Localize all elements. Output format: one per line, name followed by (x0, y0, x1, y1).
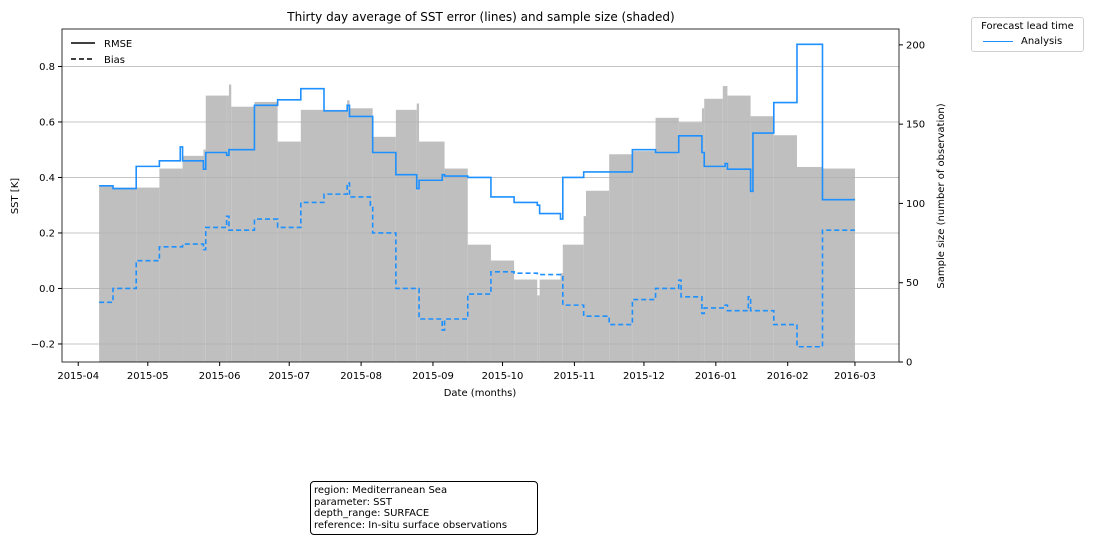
sample-size-bar (203, 149, 206, 362)
sample-size-bar (727, 95, 751, 362)
y-tick-label: 0.4 (39, 173, 55, 184)
sample-size-bar (444, 168, 468, 362)
sample-size-bar (822, 168, 855, 362)
sample-size-bar (99, 185, 114, 362)
info-depth-range: depth_range: SURFACE (314, 508, 430, 519)
sample-size-bar (701, 108, 705, 363)
y2-tick-label: 50 (906, 278, 919, 289)
y2-axis-label: Sample size (number of observation) (936, 103, 947, 288)
sample-size-bar (539, 279, 561, 362)
analysis-line-swatch (983, 40, 1013, 42)
sample-size-bar (347, 100, 350, 362)
legend-rmse-label: RMSE (104, 39, 132, 50)
x-tick-label: 2015-07 (268, 371, 310, 382)
x-tick-label: 2015-08 (340, 371, 382, 382)
y2-tick-label: 0 (906, 358, 912, 369)
x-tick-label: 2015-06 (199, 371, 241, 382)
chart-title: Thirty day average of SST error (lines) … (286, 10, 674, 24)
sample-size-bar (136, 187, 160, 362)
x-tick-label: 2016-03 (834, 371, 876, 382)
bias-series-line (99, 182, 855, 348)
y-tick-label: 0.2 (39, 228, 55, 239)
sample-size-bar (490, 260, 515, 362)
sample-size-bar (205, 95, 227, 362)
forecast-legend-entry: Analysis (977, 34, 1078, 48)
y-tick-label: 0.0 (39, 284, 55, 295)
x-tick-label: 2015-04 (57, 371, 99, 382)
x-axis-label: Date (months) (444, 388, 517, 399)
info-box: region: Mediterranean Sea parameter: SST… (310, 481, 538, 535)
y-tick-label: 0.6 (39, 117, 55, 128)
y-axis-label: SST [K] (10, 178, 21, 214)
plot-area (62, 43, 899, 363)
sample-size-bar (254, 101, 278, 362)
sample-size-bar (609, 154, 633, 362)
sample-size-bar (773, 135, 797, 362)
sample-size-bar (583, 216, 586, 362)
y-tick-label: 0.8 (39, 62, 55, 73)
sample-size-bar (514, 279, 538, 362)
sample-size-bar (372, 136, 396, 362)
legend-bias-label: Bias (104, 55, 125, 66)
y2-tick-label: 100 (906, 199, 925, 210)
sample-size-bar (585, 190, 610, 362)
x-tick-label: 2016-02 (767, 371, 809, 382)
sample-size-bar (655, 117, 679, 362)
sample-size-bar (231, 106, 255, 362)
x-tick-label: 2015-12 (623, 371, 665, 382)
y-tick-label: −0.2 (31, 339, 55, 350)
analysis-legend-label: Analysis (1021, 35, 1063, 47)
forecast-legend: Forecast lead time Analysis (971, 17, 1084, 52)
sample-size-bar (226, 95, 229, 362)
sample-size-bar (560, 273, 563, 362)
sample-size-bar (159, 168, 183, 362)
axes: −0.2 0.0 0.2 0.4 0.6 0.8 0 50 100 150 200 2015-04 20… (31, 28, 925, 382)
info-parameter: parameter: SST (314, 496, 392, 508)
sample-size-bar (632, 151, 656, 362)
forecast-legend-title: Forecast lead time (981, 21, 1074, 32)
x-tick-label: 2015-05 (127, 371, 169, 382)
plot-frame (61, 28, 900, 363)
sample-size-bar (537, 295, 540, 362)
sample-size-bar (228, 84, 232, 362)
sample-size-bar (300, 109, 324, 362)
sample-size-bar (277, 141, 301, 362)
y2-tick-label: 150 (906, 120, 925, 131)
sample-size-bar (349, 108, 373, 363)
rmse-series-line (99, 43, 855, 220)
sample-size-bar (562, 244, 584, 362)
sample-size-bar (704, 98, 723, 363)
sample-size-bar (796, 166, 823, 362)
x-tick-label: 2015-11 (554, 371, 596, 382)
y2-tick-label: 200 (906, 40, 925, 51)
sample-size-bar (182, 155, 204, 362)
sample-size-bar (113, 187, 137, 362)
style-legend: RMSE Bias (71, 39, 132, 66)
sample-size-bar (678, 122, 702, 362)
info-reference: reference: In-situ surface observations (314, 519, 508, 531)
sample-size-bar (419, 141, 445, 362)
sample-size-bar (467, 244, 491, 362)
info-region: region: Mediterranean Sea (314, 485, 448, 496)
sample-size-bar (323, 109, 348, 362)
sample-size-bar (750, 116, 774, 362)
sample-size-bar (395, 109, 417, 362)
x-tick-label: 2016-01 (695, 371, 737, 382)
x-tick-label: 2015-10 (482, 371, 524, 382)
x-tick-label: 2015-09 (412, 371, 454, 382)
sample-size-bar (722, 86, 728, 362)
